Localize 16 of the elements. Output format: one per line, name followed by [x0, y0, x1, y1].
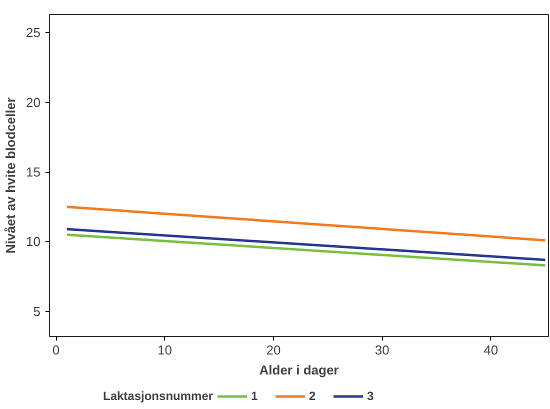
legend-label: 3: [367, 389, 375, 403]
x-tick-label: 0: [52, 342, 60, 358]
y-axis-title: Nivået av hvite blodceller: [3, 97, 18, 254]
y-tick-label: 10: [26, 234, 41, 250]
legend-title: Laktasjonsnummer: [103, 389, 214, 403]
y-tick-label: 20: [26, 94, 41, 110]
legend-label: 1: [251, 389, 259, 403]
y-tick-label: 25: [26, 25, 41, 40]
y-tick-label: 15: [26, 164, 41, 180]
y-tick-label: 5: [33, 304, 41, 319]
x-tick-label: 10: [158, 342, 172, 358]
x-tick-label: 40: [484, 342, 498, 358]
x-axis-title: Alder i dager: [259, 362, 339, 378]
legend-label: 2: [309, 389, 317, 403]
x-tick-label: 30: [374, 342, 390, 358]
x-tick-label: 20: [266, 342, 281, 358]
